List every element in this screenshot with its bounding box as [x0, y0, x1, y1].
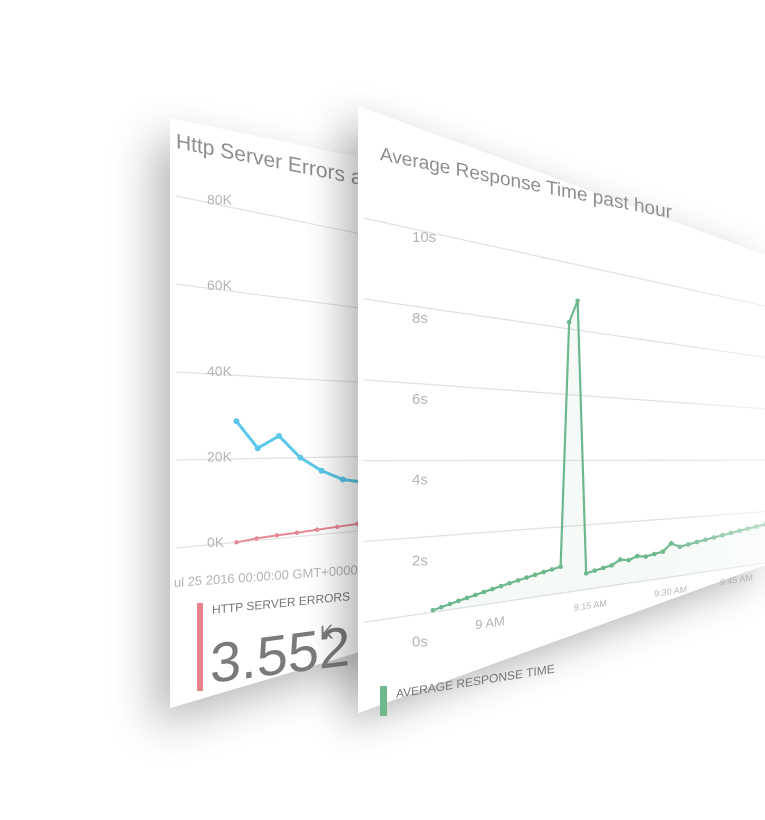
red-series-point	[234, 540, 239, 545]
blue-series-point	[339, 476, 346, 483]
back-y-tick-label: 60K	[207, 277, 233, 293]
blue-series-point	[297, 454, 304, 461]
blue-series-point	[318, 467, 325, 474]
red-series-point	[294, 530, 300, 535]
front-panel: 0s2s4s6s8s10s 9 AM9:15 AM9:30 AM9:45 AM …	[358, 106, 765, 716]
back-y-tick-label: 40K	[207, 363, 233, 379]
back-y-tick-label: 20K	[207, 448, 233, 464]
back-y-tick-label: 0K	[207, 534, 225, 550]
front-panel-edge-fade	[358, 106, 765, 713]
kpi-unit-http-errors: K	[320, 621, 334, 645]
back-chart-y-ticks: 0K 20K 40K 60K 80K	[207, 191, 233, 550]
red-series-point	[314, 527, 320, 532]
red-series-point	[254, 536, 259, 541]
back-panel-card	[170, 118, 400, 708]
blue-series-point	[233, 418, 240, 425]
blue-series-point	[254, 445, 261, 452]
back-y-tick-label: 80K	[207, 191, 233, 207]
kpi-accent-bar-red	[197, 603, 203, 691]
red-series-point	[335, 524, 340, 530]
blue-series-point	[276, 432, 283, 439]
red-series-point	[274, 533, 279, 538]
